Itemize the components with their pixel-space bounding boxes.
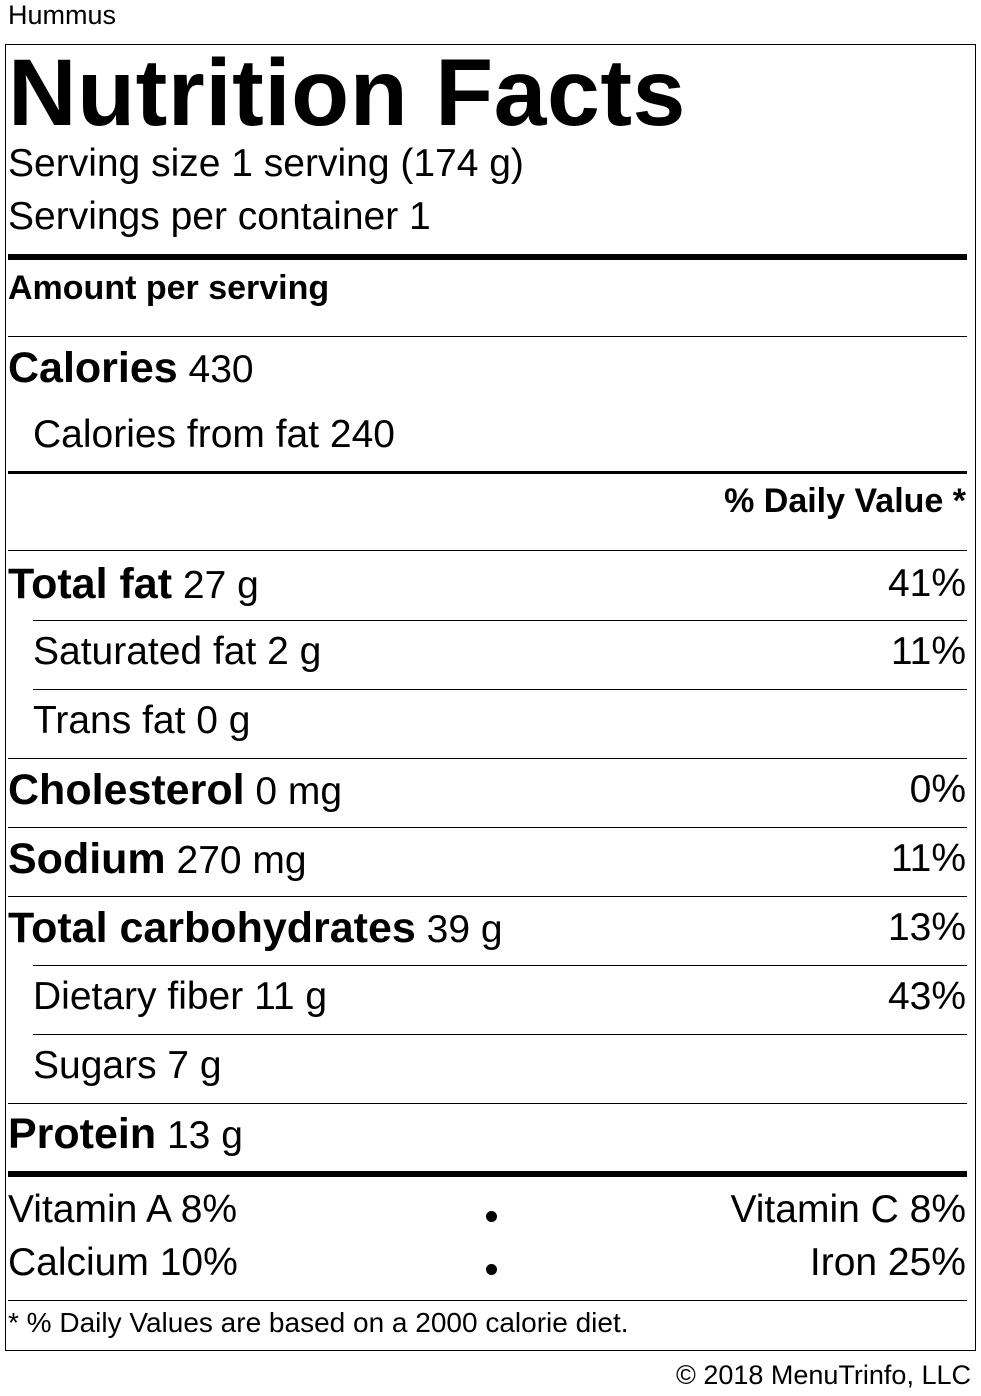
footnote: * % Daily Values are based on a 2000 cal…	[8, 1307, 629, 1338]
total-carbs-dv: 13%	[887, 906, 966, 949]
cholesterol-label: Cholesterol	[8, 766, 245, 814]
dietary-fiber-label: Dietary fiber 11 g	[33, 975, 328, 1018]
saturated-fat-label: Saturated fat 2 g	[33, 630, 322, 673]
bullet-dot	[486, 1211, 497, 1222]
divider	[8, 758, 967, 759]
divider	[33, 1034, 967, 1035]
total-fat-dv: 41%	[887, 562, 966, 605]
divider	[8, 827, 967, 828]
sugars-label: Sugars 7 g	[33, 1044, 222, 1087]
bullet-dot	[486, 1264, 497, 1275]
daily-value-header: % Daily Value *	[724, 482, 966, 520]
divider	[8, 550, 967, 551]
divider	[33, 689, 967, 690]
trans-fat-label: Trans fat 0 g	[33, 699, 251, 742]
divider	[8, 1300, 967, 1301]
food-name: Hummus	[8, 0, 117, 30]
calories-value: 430	[188, 348, 254, 391]
divider-thick	[8, 254, 967, 260]
total-fat-amount: 27 g	[182, 564, 259, 607]
divider-medium	[8, 471, 967, 474]
nutrition-facts-title: Nutrition Facts	[8, 40, 686, 146]
sodium-label: Sodium	[8, 835, 166, 883]
divider	[8, 1103, 967, 1104]
protein-label: Protein	[8, 1110, 157, 1158]
vitamin-c: Vitamin C 8%	[730, 1188, 966, 1231]
cholesterol-amount: 0 mg	[255, 770, 343, 813]
dietary-fiber-dv: 43%	[887, 975, 966, 1018]
vitamin-a: Vitamin A 8%	[8, 1188, 238, 1231]
protein-amount: 13 g	[166, 1114, 243, 1157]
nutrition-label-box	[5, 44, 976, 1351]
sodium-amount: 270 mg	[176, 839, 307, 882]
copyright: © 2018 MenuTrinfo, LLC	[675, 1360, 971, 1390]
total-fat-row: Total fat 27 g	[8, 562, 259, 608]
serving-size: Serving size 1 serving (174 g)	[8, 142, 524, 185]
sodium-dv: 11%	[890, 837, 966, 880]
cholesterol-dv: 0%	[909, 768, 966, 811]
calcium: Calcium 10%	[8, 1241, 238, 1284]
amount-per-serving: Amount per serving	[8, 269, 330, 307]
total-carbs-amount: 39 g	[426, 908, 503, 951]
calories-label: Calories	[8, 344, 178, 392]
cholesterol-row: Cholesterol 0 mg	[8, 768, 342, 814]
calories-from-fat: Calories from fat 240	[33, 413, 395, 456]
calories-row: Calories 430	[8, 346, 254, 392]
sodium-row: Sodium 270 mg	[8, 837, 307, 883]
iron: Iron 25%	[809, 1241, 966, 1284]
protein-row: Protein 13 g	[8, 1112, 243, 1158]
divider-thick	[8, 1171, 967, 1177]
saturated-fat-dv: 11%	[890, 630, 966, 673]
total-fat-label: Total fat	[8, 560, 173, 608]
servings-per-container: Servings per container 1	[8, 195, 431, 238]
divider	[8, 896, 967, 897]
total-carbs-row: Total carbohydrates 39 g	[8, 906, 503, 952]
divider	[33, 620, 967, 621]
divider	[33, 965, 967, 966]
total-carbs-label: Total carbohydrates	[8, 904, 416, 952]
divider	[8, 336, 967, 337]
